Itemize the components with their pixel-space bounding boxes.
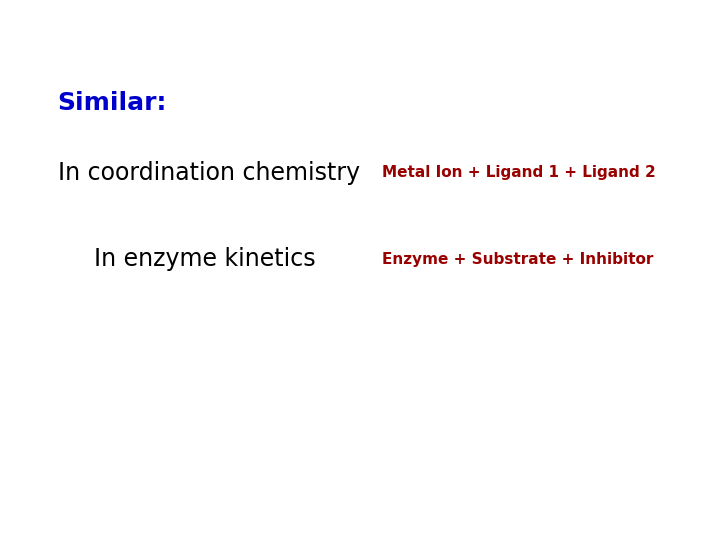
Text: Enzyme + Substrate + Inhibitor: Enzyme + Substrate + Inhibitor [382, 252, 653, 267]
Text: In enzyme kinetics: In enzyme kinetics [94, 247, 315, 271]
Text: In coordination chemistry: In coordination chemistry [58, 161, 360, 185]
Text: Metal Ion + Ligand 1 + Ligand 2: Metal Ion + Ligand 1 + Ligand 2 [382, 165, 655, 180]
Text: Similar:: Similar: [58, 91, 167, 114]
